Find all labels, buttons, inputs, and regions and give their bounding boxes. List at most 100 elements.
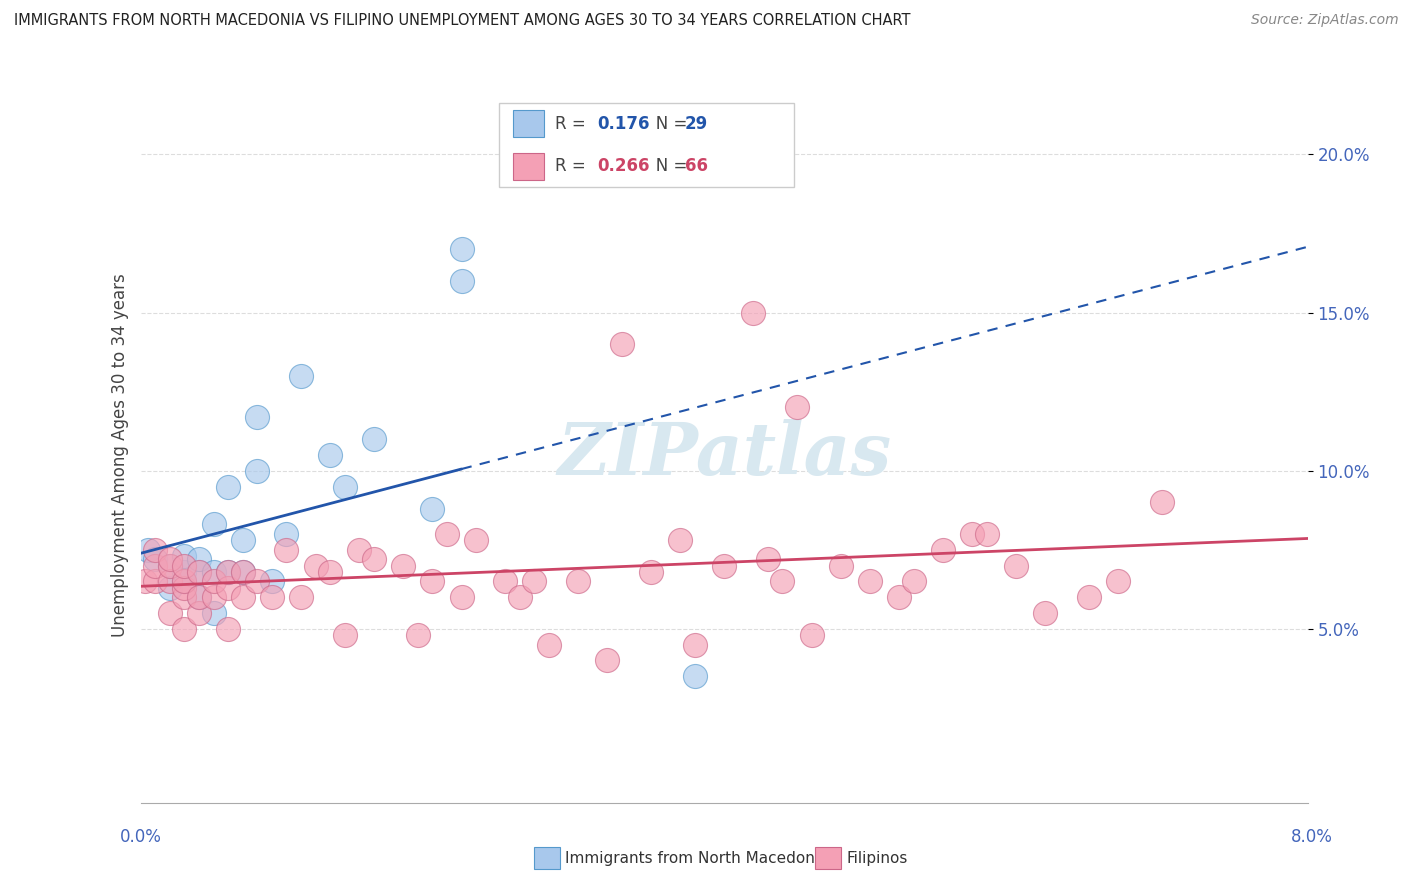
Point <box>786 401 808 415</box>
Point <box>290 591 312 605</box>
Point <box>319 565 342 579</box>
Point <box>932 542 955 557</box>
Point <box>830 558 852 573</box>
Text: ZIPatlas: ZIPatlas <box>557 419 891 491</box>
Point <box>202 591 225 605</box>
Point <box>537 638 560 652</box>
Point <box>173 581 195 595</box>
Point <box>640 565 662 579</box>
Text: Source: ZipAtlas.com: Source: ZipAtlas.com <box>1251 13 1399 28</box>
Text: IMMIGRANTS FROM NORTH MACEDONIA VS FILIPINO UNEMPLOYMENT AMONG AGES 30 TO 34 YEA: IMMIGRANTS FROM NORTH MACEDONIA VS FILIP… <box>14 13 911 29</box>
Point <box>217 622 239 636</box>
Point <box>1107 574 1129 589</box>
Point <box>143 574 166 589</box>
Point <box>159 552 181 566</box>
Point <box>232 591 254 605</box>
Point <box>188 591 211 605</box>
Point <box>202 565 225 579</box>
Point <box>202 574 225 589</box>
Point <box>202 517 225 532</box>
Point <box>188 606 211 620</box>
Point <box>450 274 472 288</box>
Point <box>217 565 239 579</box>
Point <box>596 653 619 667</box>
Point <box>143 542 166 557</box>
Text: 0.266: 0.266 <box>598 157 650 175</box>
Point <box>134 574 156 589</box>
Point <box>756 552 779 566</box>
Point <box>202 606 225 620</box>
Text: 0.0%: 0.0% <box>120 828 162 846</box>
Text: R =: R = <box>555 157 592 175</box>
Point <box>960 527 983 541</box>
Point <box>422 501 444 516</box>
Point <box>683 669 706 683</box>
Point <box>319 448 342 462</box>
Point <box>232 565 254 579</box>
Point <box>260 591 283 605</box>
Point <box>217 581 239 595</box>
Point <box>290 368 312 383</box>
Point <box>713 558 735 573</box>
Point <box>406 628 429 642</box>
Point <box>683 638 706 652</box>
Point <box>188 591 211 605</box>
Point <box>1150 495 1173 509</box>
Point <box>188 565 211 579</box>
Text: Filipinos: Filipinos <box>846 851 908 865</box>
Point <box>232 565 254 579</box>
Point <box>173 622 195 636</box>
Point <box>567 574 589 589</box>
Point <box>800 628 823 642</box>
Point <box>610 337 633 351</box>
Point <box>1077 591 1099 605</box>
Point <box>173 565 195 579</box>
Text: Immigrants from North Macedonia: Immigrants from North Macedonia <box>565 851 828 865</box>
Point <box>1033 606 1056 620</box>
Point <box>232 533 254 548</box>
Point <box>159 574 181 589</box>
Point <box>260 574 283 589</box>
Point <box>159 606 181 620</box>
Point <box>159 558 181 573</box>
Text: N =: N = <box>640 115 692 133</box>
Point <box>494 574 516 589</box>
Point <box>436 527 458 541</box>
Point <box>246 464 269 478</box>
Point <box>422 574 444 589</box>
Point <box>1004 558 1026 573</box>
Point <box>509 591 531 605</box>
Point <box>276 527 298 541</box>
Point <box>976 527 998 541</box>
Point <box>770 574 793 589</box>
Point <box>173 574 195 589</box>
Point <box>450 591 472 605</box>
Point <box>143 558 166 573</box>
Point <box>173 574 195 589</box>
Text: 8.0%: 8.0% <box>1291 828 1333 846</box>
Point <box>465 533 488 548</box>
Point <box>246 574 269 589</box>
Point <box>276 542 298 557</box>
Point <box>333 628 356 642</box>
Point <box>173 591 195 605</box>
Point <box>173 549 195 563</box>
Point <box>349 542 371 557</box>
Point <box>333 479 356 493</box>
Text: 0.176: 0.176 <box>598 115 650 133</box>
Point <box>304 558 326 573</box>
Text: 66: 66 <box>685 157 707 175</box>
Point <box>363 432 385 446</box>
Text: N =: N = <box>640 157 692 175</box>
Point <box>889 591 911 605</box>
Point <box>523 574 546 589</box>
Point <box>217 565 239 579</box>
Point <box>188 565 211 579</box>
Text: R =: R = <box>555 115 592 133</box>
Point <box>217 479 239 493</box>
Y-axis label: Unemployment Among Ages 30 to 34 years: Unemployment Among Ages 30 to 34 years <box>111 273 129 637</box>
Point <box>246 409 269 424</box>
Point <box>903 574 925 589</box>
Point <box>173 558 195 573</box>
Point <box>136 542 159 557</box>
